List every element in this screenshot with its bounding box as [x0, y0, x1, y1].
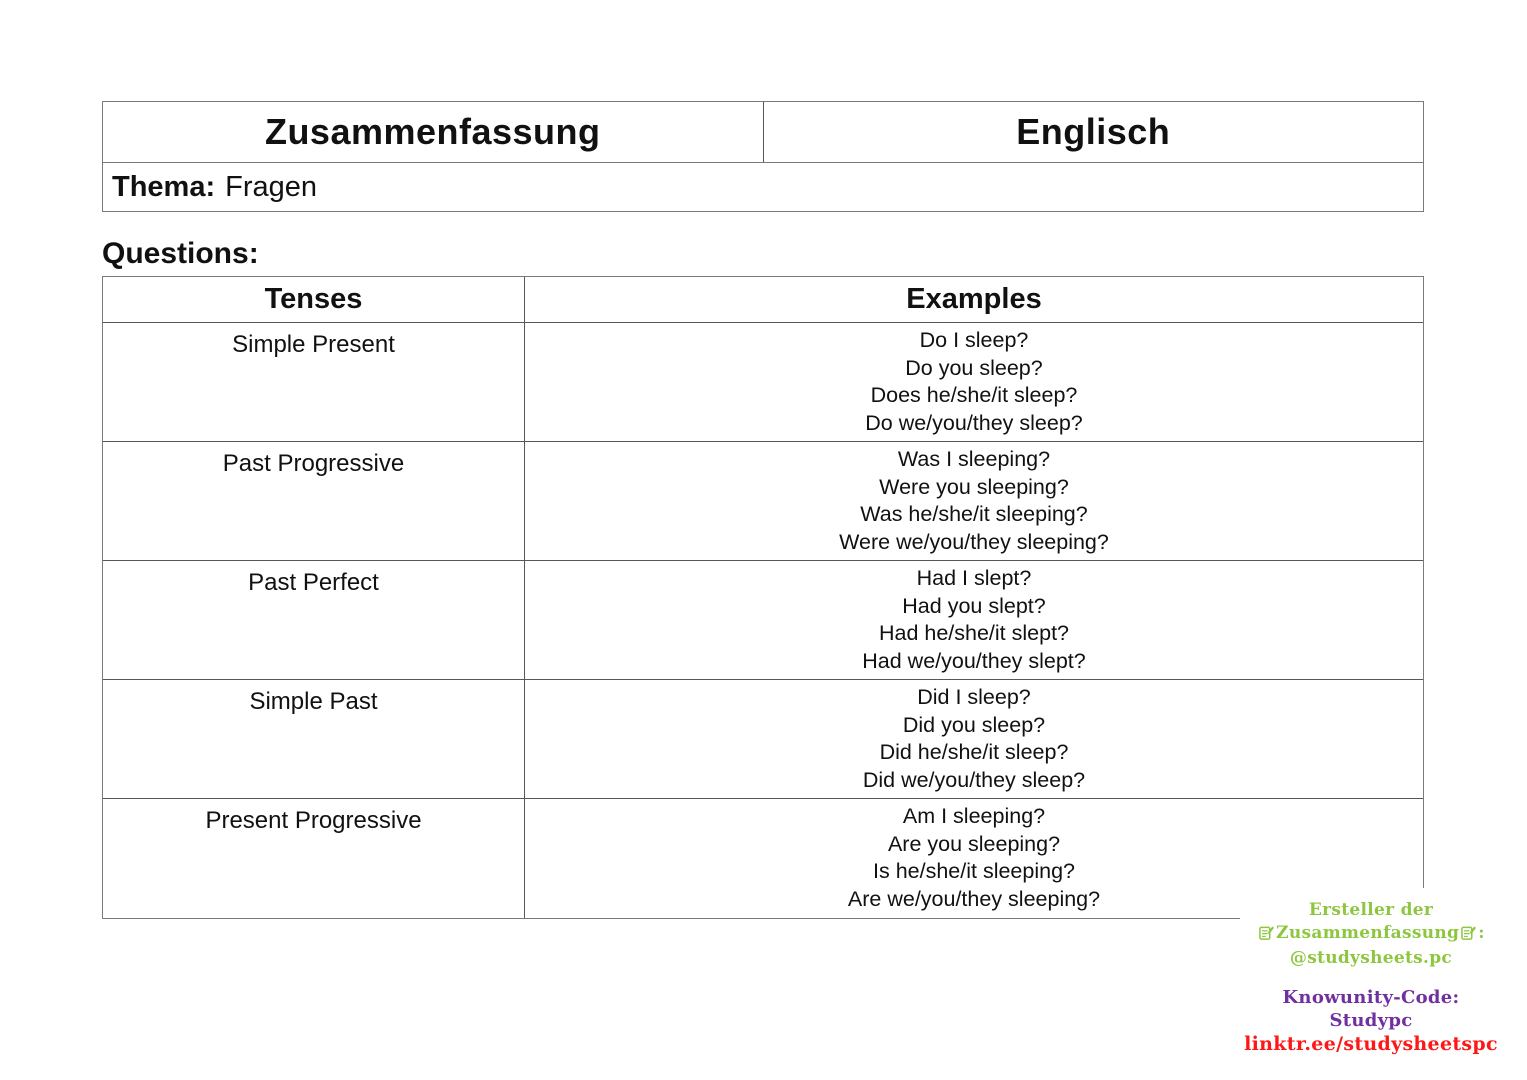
knowunity-code-label: Knowunity-Code: — [1282, 987, 1460, 1008]
example-line: Am I sleeping? — [902, 804, 1046, 828]
example-line: Had we/you/they slept? — [862, 648, 1086, 673]
example-line: Did you sleep? — [902, 712, 1046, 737]
examples-cell: Do I sleep? Do you sleep? Does he/she/it… — [525, 323, 1423, 441]
example-line: Does he/she/it sleep? — [870, 383, 1078, 408]
credit-line-2-suffix: : — [1478, 923, 1485, 943]
table-row-simple-past: Simple Past Did I sleep? Did you sleep? … — [103, 680, 1423, 799]
examples-cell: Am I sleeping? Are you sleeping? Is he/s… — [525, 799, 1423, 918]
example-line: Had he/she/it slept? — [878, 621, 1070, 646]
credit-handle: @studysheets.pc — [1289, 948, 1453, 968]
example-line: Do I sleep? — [919, 328, 1029, 352]
header-title-row: Zusammenfassung Englisch — [103, 102, 1423, 163]
example-line: Did we/you/they sleep? — [862, 767, 1086, 792]
examples-cell: Had I slept? Had you slept? Had he/she/i… — [525, 561, 1423, 679]
example-line: Did he/she/it sleep? — [879, 740, 1069, 765]
example-line: Are you sleeping? — [887, 831, 1061, 856]
examples-cell: Did I sleep? Did you sleep? Did he/she/i… — [525, 680, 1423, 798]
thema-row: Thema: Fragen — [103, 163, 1423, 211]
example-line: Was I sleeping? — [897, 447, 1051, 471]
tense-cell: Present Progressive — [103, 799, 525, 918]
example-line: Were we/you/they sleeping? — [839, 529, 1109, 554]
example-line: Do we/you/they sleep? — [865, 410, 1083, 435]
example-line: Did I sleep? — [917, 685, 1031, 709]
example-line: Had I slept? — [916, 566, 1032, 590]
column-header-tenses: Tenses — [103, 277, 525, 322]
tense-cell: Past Perfect — [103, 561, 525, 679]
credit-spacer — [1240, 970, 1502, 986]
questions-heading: Questions: — [102, 237, 259, 270]
example-line: Do you sleep? — [905, 355, 1043, 380]
title-zusammenfassung: Zusammenfassung — [103, 102, 764, 162]
title-englisch: Englisch — [1016, 111, 1171, 152]
thema-label: Thema: — [112, 170, 216, 203]
example-line: Is he/she/it sleeping? — [873, 859, 1075, 884]
example-line: Had you slept? — [902, 593, 1046, 618]
table-row-past-perfect: Past Perfect Had I slept? Had you slept?… — [103, 561, 1423, 680]
questions-table-header: Tenses Examples — [103, 277, 1423, 323]
memo-pencil-icon — [1461, 924, 1477, 947]
credit-line-2-text: Zusammenfassung — [1276, 923, 1460, 943]
table-row-past-progressive: Past Progressive Was I sleeping? Were yo… — [103, 442, 1423, 561]
linktree-url: linktr.ee/studysheetspc — [1244, 1033, 1498, 1055]
header-table: Zusammenfassung Englisch Thema: Fragen — [102, 101, 1424, 212]
example-line: Was he/she/it sleeping? — [860, 502, 1088, 527]
table-row-present-progressive: Present Progressive Am I sleeping? Are y… — [103, 799, 1423, 918]
example-line: Were you sleeping? — [879, 474, 1069, 499]
knowunity-code-value: Studypc — [1329, 1010, 1413, 1031]
example-line: Are we/you/they sleeping? — [847, 886, 1101, 911]
tense-cell: Simple Past — [103, 680, 525, 798]
examples-cell: Was I sleeping? Were you sleeping? Was h… — [525, 442, 1423, 560]
thema-value: Fragen — [225, 170, 318, 203]
questions-table: Tenses Examples Simple Present Do I slee… — [102, 276, 1424, 919]
credit-line-2: Zusammenfassung : — [1240, 922, 1502, 947]
tense-cell: Simple Present — [103, 323, 525, 441]
column-header-examples: Examples — [906, 283, 1042, 315]
memo-pencil-icon — [1259, 924, 1275, 947]
creator-credit-block: Ersteller der Zusammenfassung — [1240, 888, 1502, 1073]
table-row-simple-present: Simple Present Do I sleep? Do you sleep?… — [103, 323, 1423, 442]
credit-line-1: Ersteller der — [1308, 900, 1434, 920]
tense-cell: Past Progressive — [103, 442, 525, 560]
